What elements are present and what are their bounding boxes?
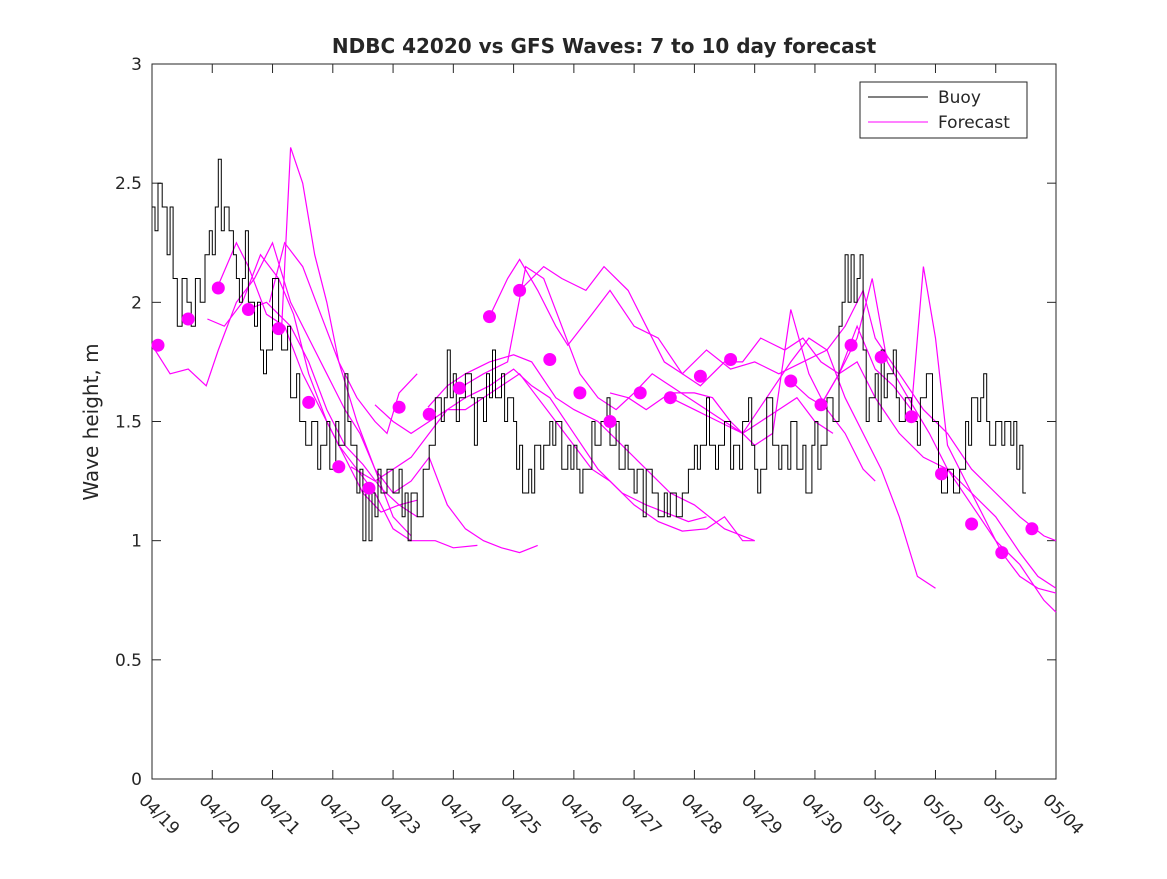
forecast-point (543, 353, 557, 366)
forecast-point (241, 303, 255, 316)
forecast-line (151, 241, 412, 537)
forecast-line (374, 368, 707, 523)
forecast-line (246, 301, 418, 506)
x-tick-label: 04/22 (315, 790, 364, 839)
forecast-point (965, 517, 979, 531)
forecast-point (513, 283, 527, 297)
forecast-point (724, 353, 738, 366)
forecast-point (181, 312, 195, 326)
forecast-point (211, 281, 225, 295)
y-axis-label: Wave height, m (79, 343, 103, 500)
x-tick-label: 04/23 (376, 790, 425, 839)
y-tick-label: 2 (131, 293, 142, 313)
y-tick-label: 0 (131, 770, 142, 790)
y-tick-label: 3 (131, 55, 142, 75)
x-tick-label: 04/27 (617, 790, 666, 839)
forecast-point (151, 338, 165, 352)
forecast-line (519, 265, 1057, 589)
x-tick-label: 05/01 (858, 790, 907, 839)
forecast-point (814, 398, 828, 412)
forecast-point (874, 350, 888, 364)
forecast-point (633, 386, 647, 400)
legend-box (859, 81, 1028, 139)
forecast-line (281, 147, 538, 554)
forecast-point (1025, 522, 1039, 536)
chart-title: NDBC 42020 vs GFS Waves: 7 to 10 day for… (332, 34, 877, 58)
forecast-point (784, 374, 798, 388)
forecast-point (392, 400, 406, 414)
x-tick-label: 04/21 (255, 790, 304, 839)
legend-label-forecast: Forecast (938, 113, 1010, 133)
forecast-point (452, 381, 466, 395)
x-tick-label: 04/30 (797, 790, 846, 839)
forecast-point (362, 481, 376, 495)
forecast-point (272, 322, 286, 336)
y-tick-label: 1 (131, 532, 142, 552)
x-tick-label: 05/02 (918, 790, 967, 839)
y-tick-label: 2.5 (115, 174, 142, 194)
y-tick-label: 0.5 (115, 651, 142, 671)
forecast-point (844, 338, 858, 352)
x-tick-label: 05/04 (1038, 790, 1087, 839)
forecast-point (904, 410, 918, 424)
y-tick-label: 1.5 (115, 413, 142, 433)
legend: Buoy Forecast (859, 81, 1028, 139)
forecast-line (427, 354, 755, 542)
forecast-point (663, 391, 677, 405)
forecast-line (790, 278, 1057, 613)
legend-label-buoy: Buoy (938, 88, 981, 108)
x-tick-label: 04/29 (737, 790, 786, 839)
x-tick-label: 04/24 (436, 790, 485, 839)
forecast-line (488, 258, 1057, 542)
x-tick-label: 05/03 (978, 790, 1027, 839)
forecast-line (670, 337, 936, 589)
forecast-point (603, 415, 617, 428)
forecast-line (207, 253, 418, 518)
x-tick-label: 04/20 (195, 790, 244, 839)
forecast-line (350, 372, 755, 542)
forecast-point (483, 310, 496, 324)
forecast-point (995, 546, 1009, 560)
x-tick-label: 04/28 (677, 790, 726, 839)
forecast-point (332, 460, 346, 474)
forecast-point (302, 395, 316, 409)
x-tick-label: 04/19 (134, 790, 183, 839)
forecast-point (935, 467, 948, 481)
x-tick-label: 04/26 (556, 790, 605, 839)
forecast-point (693, 369, 707, 383)
x-tick-label: 04/25 (496, 790, 545, 839)
forecast-point (573, 386, 587, 400)
forecast-point (422, 407, 436, 421)
buoy-line (152, 158, 1026, 542)
